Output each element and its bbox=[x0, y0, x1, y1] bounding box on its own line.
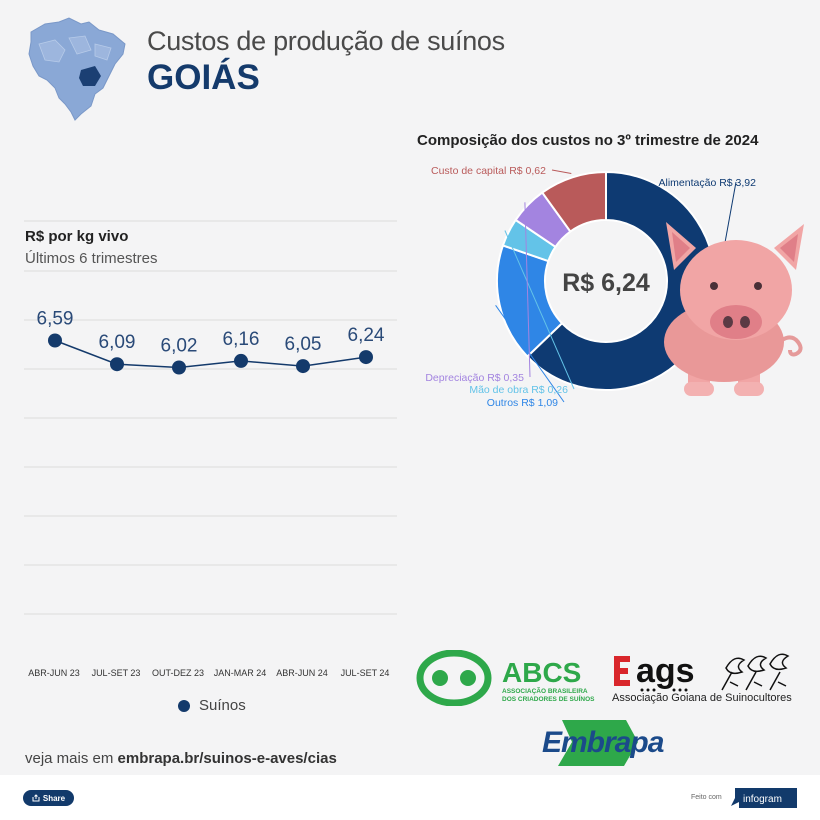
line-chart-grid bbox=[24, 220, 397, 615]
series-line-suinos bbox=[54, 339, 367, 369]
infographic-canvas: Custos de produção de suínos GOIÁS R$ po… bbox=[0, 0, 820, 775]
x-tick-label: JAN-MAR 24 bbox=[214, 668, 267, 678]
data-label: 6,59 bbox=[37, 309, 74, 330]
slice-label: Depreciação R$ 0,35 bbox=[425, 372, 524, 384]
slice-label: Alimentação R$ 3,92 bbox=[659, 177, 757, 189]
legend-label-suinos: Suínos bbox=[199, 697, 246, 714]
data-label: 6,16 bbox=[223, 329, 260, 350]
data-point[interactable] bbox=[296, 359, 310, 374]
data-label: 6,05 bbox=[285, 334, 322, 355]
line-chart-subtitle: Últimos 6 trimestres bbox=[25, 250, 158, 267]
leader-line bbox=[504, 230, 575, 390]
chart-legend[interactable]: Suínos bbox=[178, 697, 246, 714]
abcs-logo: ABCS ASSOCIAÇÃO BRASILEIRA DOS CRIADORES… bbox=[416, 650, 595, 706]
data-point[interactable] bbox=[234, 353, 248, 368]
data-label: 6,24 bbox=[348, 325, 385, 346]
data-label: 6,02 bbox=[161, 336, 198, 357]
data-point[interactable] bbox=[110, 357, 124, 372]
donut-slice[interactable] bbox=[540, 170, 607, 233]
leader-line bbox=[524, 202, 531, 378]
slice-label: Custo de capital R$ 0,62 bbox=[431, 165, 546, 177]
line-chart-title: R$ por kg vivo bbox=[25, 228, 129, 245]
donut-chart-title: Composição dos custos no 3º trimestre de… bbox=[417, 132, 759, 149]
made-with-label: Feito com bbox=[691, 794, 722, 801]
data-point[interactable] bbox=[359, 350, 373, 365]
abcs-logo-name: ABCS bbox=[502, 657, 581, 688]
footer-link-text[interactable]: veja mais em embrapa.br/suinos-e-aves/ci… bbox=[25, 750, 337, 767]
x-tick-label: JUL-SET 23 bbox=[92, 668, 141, 678]
x-tick-label: JUL-SET 24 bbox=[341, 668, 390, 678]
data-point[interactable] bbox=[48, 333, 62, 348]
pig-illustration-icon bbox=[664, 222, 804, 396]
infogram-logo-text: infogram bbox=[743, 794, 782, 805]
embrapa-logo-text: Embrapa bbox=[542, 726, 664, 759]
slice-label: Outros R$ 1,09 bbox=[487, 397, 558, 409]
abcs-logo-line1: ASSOCIAÇÃO BRASILEIRA bbox=[502, 686, 588, 695]
line-chart: 6,59 6,09 6,02 6,16 6,05 6,24 ABR-JUN 23 JUL-S… bbox=[24, 220, 397, 678]
line-chart-x-axis: ABR-JUN 23 JUL-SET 23 OUT-DEZ 23 JAN-MAR 24… bbox=[28, 668, 389, 678]
leader-line bbox=[551, 169, 572, 174]
ags-logo: ags Associação Goiana de Suinocultores bbox=[612, 652, 792, 704]
page-subtitle: GOIÁS bbox=[147, 58, 260, 97]
legend-marker-suinos bbox=[178, 699, 190, 712]
abcs-logo-line2: DOS CRIADORES DE SUÍNOS bbox=[502, 694, 595, 703]
data-point[interactable] bbox=[172, 360, 186, 375]
ags-logo-full-name: Associação Goiana de Suinocultores bbox=[612, 692, 792, 704]
line-chart-points: 6,59 6,09 6,02 6,16 6,05 6,24 bbox=[37, 309, 385, 375]
share-button-label: Share bbox=[42, 793, 66, 803]
slice-label: Mão de obra R$ 0,26 bbox=[469, 384, 568, 396]
ags-logo-name: ags bbox=[636, 652, 695, 690]
x-tick-label: OUT-DEZ 23 bbox=[152, 668, 204, 678]
x-tick-label: ABR-JUN 24 bbox=[276, 668, 328, 678]
donut-center-label: R$ 6,24 bbox=[562, 269, 650, 297]
brazil-map-icon bbox=[28, 17, 126, 121]
embrapa-logo: Embrapa bbox=[542, 720, 665, 766]
infogram-logo[interactable]: infogram bbox=[731, 788, 797, 808]
share-button[interactable]: Share bbox=[23, 790, 74, 806]
footer-link-prefix: veja mais em bbox=[25, 750, 118, 767]
share-icon bbox=[32, 794, 40, 802]
page-title: Custos de produção de suínos bbox=[147, 26, 505, 56]
data-label: 6,09 bbox=[99, 332, 136, 353]
x-tick-label: ABR-JUN 23 bbox=[28, 668, 80, 678]
footer-link-url[interactable]: embrapa.br/suinos-e-aves/cias bbox=[117, 750, 337, 767]
